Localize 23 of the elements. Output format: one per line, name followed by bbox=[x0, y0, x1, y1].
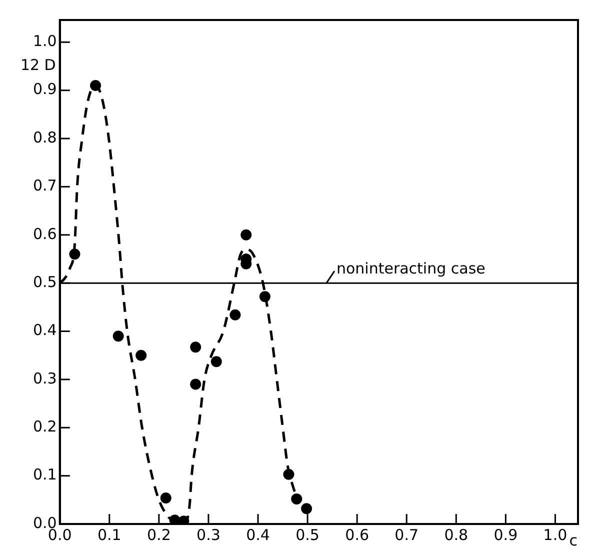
y-axis-title: 12 D bbox=[20, 56, 56, 74]
y-tick-label: 1.0 bbox=[32, 32, 57, 50]
x-tick-label: 0.5 bbox=[296, 526, 320, 544]
y-tick-label: 0.8 bbox=[32, 128, 57, 146]
x-tick-label: 0.4 bbox=[246, 526, 270, 544]
y-tick-label: 0.4 bbox=[32, 321, 57, 340]
legend-label: noninteracting case bbox=[336, 259, 486, 278]
y-tick-label: 0.7 bbox=[32, 176, 57, 195]
x-tick-label: 0.3 bbox=[196, 526, 220, 544]
x-tick-label: 0.2 bbox=[146, 526, 171, 544]
y-tick-label: 0.5 bbox=[32, 272, 57, 291]
y-tick-label: 0.3 bbox=[32, 369, 57, 388]
x-tick-label: 0.9 bbox=[494, 526, 518, 544]
y-tick-label: 0.6 bbox=[32, 224, 57, 243]
x-tick-label: 1.0 bbox=[543, 526, 568, 544]
y-tick-label: 0.2 bbox=[32, 418, 57, 436]
x-axis-title: c bbox=[569, 531, 578, 550]
x-tick-label: 0.8 bbox=[444, 526, 468, 544]
x-tick-label: 0.1 bbox=[97, 526, 122, 544]
y-tick-label: 0.1 bbox=[32, 466, 57, 484]
y-tick-label: 0.9 bbox=[32, 80, 57, 98]
x-tick-label: 0.7 bbox=[394, 526, 419, 544]
x-tick-label: 0.6 bbox=[345, 526, 369, 544]
